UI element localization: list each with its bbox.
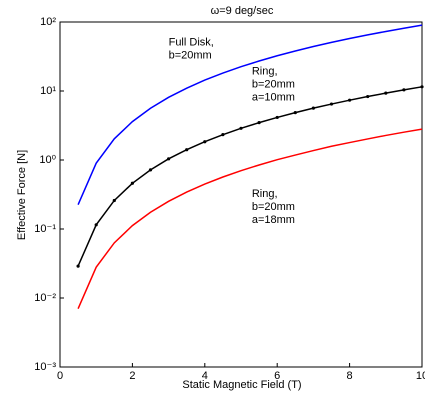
x-tick-label: 2 [129,370,135,382]
annotation: b=20mm [252,201,295,213]
point-marker [167,157,171,161]
annotation: Ring, [252,188,278,200]
point-marker [76,264,80,268]
x-tick-label: 6 [274,370,280,382]
y-tick-label: 10⁰ [39,154,56,166]
annotation: Full Disk, [169,37,214,49]
series-line [77,24,423,205]
point-marker [94,223,98,227]
annotation: Ring, [252,66,278,78]
y-tick-label: 10⁻³ [34,361,56,373]
plot-area [59,21,423,368]
annotation: a=10mm [252,92,295,104]
point-marker [366,94,370,99]
annotation: b=20mm [252,79,295,91]
series-line [77,128,423,309]
point-marker [257,121,261,125]
chart-title: ω=9 deg/sec [211,5,274,17]
point-marker [348,98,352,102]
point-marker [185,148,189,152]
point-marker [293,111,297,115]
point-marker [420,85,424,89]
point-marker [148,168,153,172]
x-tick-label: 4 [202,370,208,382]
point-marker [112,198,116,203]
x-tick-label: 8 [347,370,353,382]
y-tick-label: 10⁻² [34,292,56,304]
point-marker [311,106,315,110]
annotation: a=18mm [252,214,295,226]
x-tick-label: 10 [416,370,425,382]
series-line [77,86,423,267]
y-tick-label: 10⁻¹ [34,223,56,235]
point-marker [239,126,243,130]
x-tick-label: 0 [57,370,63,382]
point-marker [402,88,406,92]
point-marker [329,102,334,106]
point-marker [275,115,279,120]
y-tick-label: 10² [40,16,56,28]
y-tick-label: 10¹ [40,85,56,97]
point-marker [221,133,225,137]
point-marker [384,91,388,95]
annotation: b=20mm [169,50,212,62]
point-marker [203,140,207,144]
point-marker [130,181,134,185]
y-axis-label: Effective Force [N] [16,150,28,240]
x-axis-label: Static Magnetic Field (T) [182,379,301,391]
